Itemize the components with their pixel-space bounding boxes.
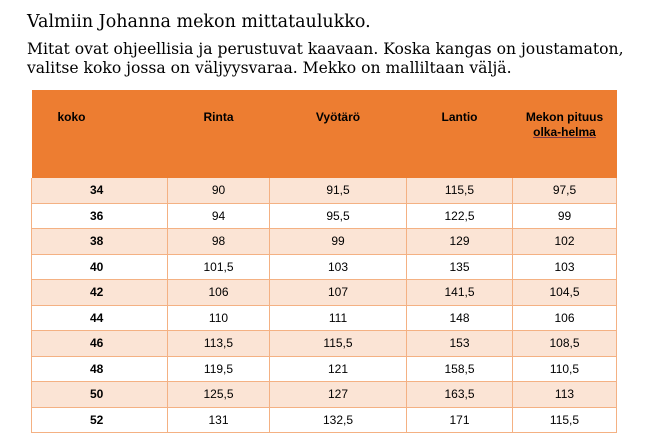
cell-hip: 135 — [406, 254, 513, 280]
table-row: 38 98 99 129 102 — [31, 228, 617, 255]
cell-hip: 129 — [406, 228, 513, 255]
cell-chest: 94 — [167, 203, 270, 229]
cell-size: 36 — [31, 203, 168, 229]
table-row: 42 106 107 141,5 104,5 — [31, 279, 617, 306]
header-dress-length: Mekon pituus olka-helma — [512, 90, 617, 178]
cell-hip: 148 — [406, 305, 513, 331]
cell-chest: 106 — [167, 279, 270, 306]
cell-waist: 115,5 — [269, 330, 407, 357]
cell-waist: 127 — [269, 381, 407, 408]
cell-hip: 158,5 — [406, 356, 513, 382]
table-row: 46 113,5 115,5 153 108,5 — [31, 330, 617, 357]
cell-dress-length: 106 — [512, 305, 617, 331]
table-row: 48 119,5 121 158,5 110,5 — [31, 356, 617, 382]
cell-waist: 91,5 — [269, 178, 407, 204]
table-body: 34 90 91,5 115,5 97,5 36 94 95,5 122,5 99 38 98 99 12… — [31, 178, 617, 433]
cell-chest: 125,5 — [167, 381, 270, 408]
table-row: 52 131 132,5 171 115,5 — [31, 407, 617, 433]
table-row: 44 110 111 148 106 — [31, 305, 617, 331]
cell-chest: 90 — [167, 178, 270, 204]
header-hip: Lantio — [406, 90, 513, 178]
cell-size: 38 — [31, 228, 168, 255]
cell-waist: 103 — [269, 254, 407, 280]
cell-dress-length: 103 — [512, 254, 617, 280]
cell-size: 50 — [31, 381, 168, 408]
cell-dress-length: 115,5 — [512, 407, 617, 433]
cell-waist: 132,5 — [269, 407, 407, 433]
header-dress-length-line1: Mekon pituus — [525, 110, 604, 124]
table-row: 40 101,5 103 135 103 — [31, 254, 617, 280]
header-chest: Rinta — [167, 90, 270, 178]
cell-chest: 101,5 — [167, 254, 270, 280]
cell-dress-length: 99 — [512, 203, 617, 229]
header-waist: Vyötärö — [269, 90, 407, 178]
cell-size: 48 — [31, 356, 168, 382]
cell-hip: 122,5 — [406, 203, 513, 229]
cell-waist: 95,5 — [269, 203, 407, 229]
cell-chest: 113,5 — [167, 330, 270, 357]
cell-size: 52 — [31, 407, 168, 433]
size-chart-table: koko Rinta Vyötärö Lantio Mekon pituus o… — [31, 90, 617, 433]
cell-hip: 171 — [406, 407, 513, 433]
cell-hip: 153 — [406, 330, 513, 357]
cell-waist: 107 — [269, 279, 407, 306]
cell-size: 40 — [31, 254, 168, 280]
cell-chest: 110 — [167, 305, 270, 331]
cell-size: 34 — [31, 178, 168, 204]
cell-size: 42 — [31, 279, 168, 306]
cell-waist: 99 — [269, 228, 407, 255]
cell-chest: 119,5 — [167, 356, 270, 382]
table-row: 36 94 95,5 122,5 99 — [31, 203, 617, 229]
cell-waist: 111 — [269, 305, 407, 331]
header-size: koko — [31, 90, 168, 178]
intro-line: valitse koko jossa on väljyysvaraa. Mekk… — [27, 59, 512, 77]
cell-waist: 121 — [269, 356, 407, 382]
cell-chest: 131 — [167, 407, 270, 433]
cell-hip: 115,5 — [406, 178, 513, 204]
cell-size: 46 — [31, 330, 168, 357]
table-header-row: koko Rinta Vyötärö Lantio Mekon pituus o… — [31, 90, 617, 178]
cell-dress-length: 102 — [512, 228, 617, 255]
cell-chest: 98 — [167, 228, 270, 255]
table-row: 50 125,5 127 163,5 113 — [31, 381, 617, 408]
cell-dress-length: 108,5 — [512, 330, 617, 357]
cell-dress-length: 113 — [512, 381, 617, 408]
table-row: 34 90 91,5 115,5 97,5 — [31, 178, 617, 204]
cell-dress-length: 97,5 — [512, 178, 617, 204]
cell-dress-length: 104,5 — [512, 279, 617, 306]
header-dress-length-line2: olka-helma — [533, 125, 596, 139]
intro-line: Mitat ovat ohjeellisia ja perustuvat kaa… — [27, 40, 624, 58]
cell-hip: 141,5 — [406, 279, 513, 306]
intro-text: Mitat ovat ohjeellisia ja perustuvat kaa… — [27, 40, 637, 78]
cell-dress-length: 110,5 — [512, 356, 617, 382]
page-title: Valmiin Johanna mekon mittataulukko. — [27, 12, 371, 32]
cell-size: 44 — [31, 305, 168, 331]
cell-hip: 163,5 — [406, 381, 513, 408]
